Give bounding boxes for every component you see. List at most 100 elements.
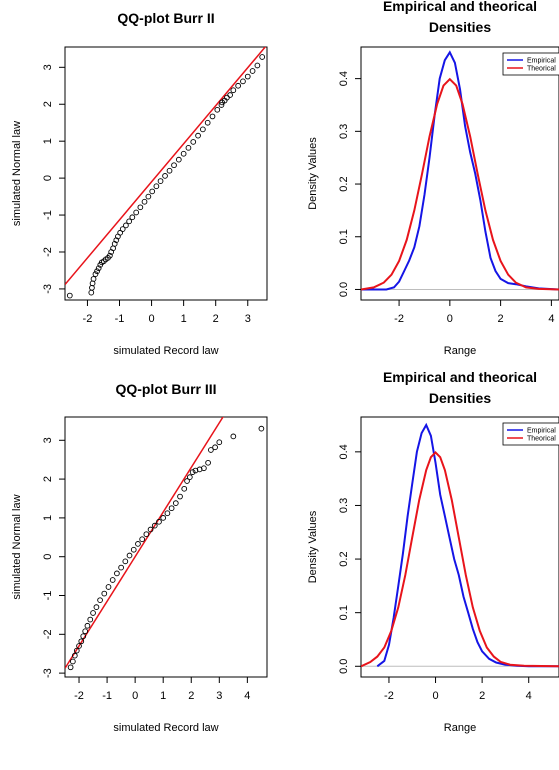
chart-title: QQ-plot Burr III <box>115 381 216 397</box>
plot-area <box>65 417 265 671</box>
data-point <box>126 218 132 225</box>
data-point <box>151 522 158 529</box>
data-point <box>230 433 237 440</box>
data-point <box>147 526 154 533</box>
data-point <box>230 87 237 94</box>
data-point <box>90 276 97 282</box>
data-point <box>201 465 207 472</box>
data-point <box>118 564 124 571</box>
y-tick-label: 3 <box>42 64 54 70</box>
y-tick-label: 1 <box>42 138 54 144</box>
data-point <box>204 119 211 126</box>
data-point <box>153 183 160 190</box>
x-tick-label: 4 <box>244 690 250 702</box>
data-point <box>130 546 137 553</box>
data-point <box>66 292 73 299</box>
y-tick-label: 0 <box>42 554 54 560</box>
data-point <box>160 515 167 521</box>
data-point <box>184 478 190 484</box>
x-tick-label: 1 <box>181 313 187 325</box>
series-line-theorical <box>361 450 559 668</box>
data-point <box>214 106 221 113</box>
data-point <box>129 214 136 221</box>
x-tick-label: 3 <box>245 313 251 325</box>
data-point <box>141 198 148 205</box>
y-tick-label: -1 <box>42 210 54 220</box>
plot-frame <box>64 416 268 678</box>
x-tick-label: 0 <box>149 313 155 325</box>
y-tick-label: 2 <box>42 476 54 482</box>
data-point <box>209 113 216 120</box>
y-tick-label: 0.2 <box>338 176 350 191</box>
data-point <box>92 271 99 277</box>
data-point <box>181 485 188 492</box>
data-point <box>208 447 214 453</box>
y-axis-label: simulated Normal law <box>11 121 23 226</box>
y-axis-label: simulated Normal law <box>11 494 23 599</box>
y-tick-label: 0.4 <box>338 71 350 86</box>
data-point <box>71 652 78 659</box>
data-point <box>171 162 177 169</box>
x-tick-label: 4 <box>548 313 554 325</box>
x-axis-label: simulated Record law <box>113 345 218 357</box>
plot-area <box>361 50 559 291</box>
data-point <box>135 541 141 547</box>
data-point <box>216 439 223 446</box>
y-tick-label: 1 <box>42 515 54 521</box>
data-point <box>166 167 173 174</box>
data-point <box>119 226 126 232</box>
y-tick-label: 0.1 <box>338 229 350 244</box>
x-tick-label: 2 <box>479 690 485 702</box>
data-point <box>70 658 76 665</box>
legend-label: Theorical <box>527 436 556 443</box>
y-tick-label: -3 <box>42 284 54 294</box>
data-point <box>177 493 183 500</box>
legend-label: Empirical <box>527 58 556 65</box>
data-point <box>212 444 218 451</box>
data-point <box>172 500 179 506</box>
y-tick-label: 0.2 <box>338 551 350 566</box>
data-point <box>114 570 120 577</box>
x-tick-label: 2 <box>498 313 504 325</box>
data-point <box>205 459 211 466</box>
legend-box <box>502 422 559 446</box>
chart-title: Empirical and theorical <box>383 369 537 385</box>
y-tick-label: 0.0 <box>338 659 350 674</box>
y-tick-label: 0.0 <box>338 282 350 297</box>
y-axis-label: Density Values <box>307 510 319 583</box>
plot-frame <box>360 46 559 301</box>
series-line-theorical <box>361 77 559 291</box>
chart-title: QQ-plot Burr II <box>117 10 214 26</box>
data-point <box>101 590 108 597</box>
data-point <box>175 156 182 163</box>
data-point <box>84 622 91 629</box>
data-point <box>259 54 266 60</box>
y-tick-label: -2 <box>42 629 54 639</box>
data-point <box>139 536 146 543</box>
x-axis-label: simulated Record law <box>113 722 218 734</box>
data-point <box>95 265 102 272</box>
chart-title: Empirical and theorical <box>383 0 537 14</box>
data-point <box>168 505 175 512</box>
data-point <box>137 204 144 211</box>
y-tick-label: -2 <box>42 247 54 257</box>
chart-title: Densities <box>429 390 491 406</box>
y-axis-label: Density Values <box>307 137 319 210</box>
data-point <box>190 139 197 145</box>
data-point <box>156 518 162 525</box>
plot-frame <box>64 46 268 301</box>
data-point <box>189 469 196 475</box>
data-point <box>117 229 123 236</box>
data-point <box>111 241 118 247</box>
data-point <box>122 558 129 565</box>
data-point <box>109 577 116 583</box>
data-point <box>107 252 113 259</box>
data-point <box>218 102 225 108</box>
data-point <box>113 237 120 244</box>
x-tick-label: -2 <box>384 690 394 702</box>
data-point <box>200 126 206 133</box>
y-tick-label: 0 <box>42 175 54 181</box>
x-tick-label: -1 <box>102 690 112 702</box>
data-point <box>180 150 187 157</box>
